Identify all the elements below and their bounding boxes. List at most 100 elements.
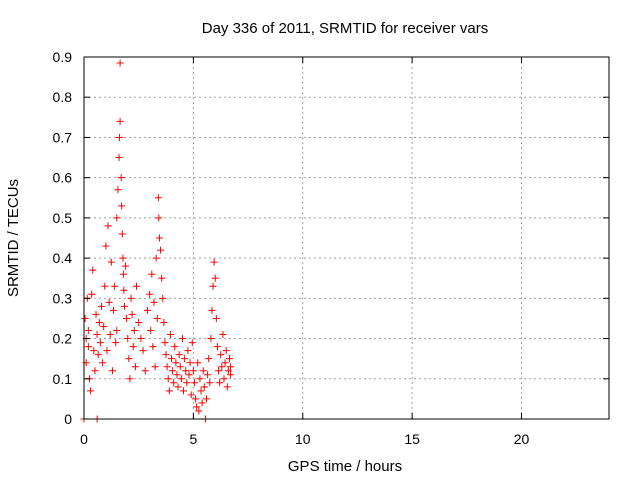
- data-point: [84, 343, 92, 351]
- data-point: [131, 363, 139, 371]
- x-tick-label: 20: [514, 431, 530, 447]
- data-point: [213, 343, 221, 351]
- data-point: [118, 202, 126, 210]
- data-point: [114, 186, 122, 194]
- data-point: [95, 318, 103, 326]
- data-point: [125, 355, 133, 363]
- data-point: [124, 335, 132, 343]
- data-point: [81, 314, 89, 322]
- data-point: [84, 327, 92, 335]
- data-point: [170, 379, 178, 387]
- data-point: [119, 270, 127, 278]
- data-point: [205, 355, 213, 363]
- data-point: [222, 347, 230, 355]
- y-tick-label: 0.8: [53, 89, 73, 105]
- data-point: [106, 331, 114, 339]
- x-tick-label: 5: [189, 431, 197, 447]
- data-point: [127, 294, 135, 302]
- data-point: [152, 254, 160, 262]
- data-point: [161, 339, 169, 347]
- chart-axes: 0 0.1 0.2 0.3 0.4 0.5 0.6 0.7 0.8 0.9 0 5 10 15 20: [53, 49, 609, 447]
- y-tick-label: 0.7: [53, 129, 73, 145]
- data-point: [164, 375, 172, 383]
- data-point: [208, 306, 216, 314]
- data-point: [225, 355, 233, 363]
- x-tick-label: 0: [80, 431, 88, 447]
- data-point: [177, 375, 185, 383]
- data-point: [198, 399, 206, 407]
- data-point: [108, 367, 116, 375]
- data-point: [180, 387, 188, 395]
- data-point: [174, 383, 182, 391]
- data-point: [105, 298, 113, 306]
- data-point: [141, 367, 149, 375]
- data-points: [80, 59, 235, 423]
- data-point: [102, 242, 110, 250]
- data-point: [223, 383, 231, 391]
- data-point: [157, 246, 165, 254]
- data-point: [92, 310, 100, 318]
- data-point: [115, 154, 123, 162]
- data-point: [111, 282, 119, 290]
- data-point: [87, 387, 95, 395]
- data-point: [212, 314, 220, 322]
- data-point: [103, 347, 111, 355]
- data-point: [176, 363, 184, 371]
- data-point: [227, 363, 235, 371]
- data-point: [209, 282, 217, 290]
- data-point: [126, 375, 134, 383]
- data-point: [193, 403, 201, 411]
- data-point: [162, 351, 170, 359]
- data-point: [196, 375, 204, 383]
- data-point: [184, 347, 192, 355]
- data-point: [153, 314, 161, 322]
- data-point: [130, 327, 138, 335]
- data-point: [116, 117, 124, 125]
- data-point: [169, 367, 177, 375]
- data-point: [227, 371, 235, 379]
- data-point: [116, 59, 124, 67]
- data-point: [135, 318, 143, 326]
- data-point: [150, 298, 158, 306]
- data-point: [187, 391, 195, 399]
- data-point: [100, 322, 108, 330]
- data-point: [155, 214, 163, 222]
- data-point: [158, 274, 166, 282]
- data-point: [151, 363, 159, 371]
- data-point: [110, 306, 118, 314]
- data-point: [118, 230, 126, 238]
- plot-frame: [83, 56, 610, 420]
- data-point: [113, 214, 121, 222]
- data-point: [178, 335, 186, 343]
- data-point: [189, 367, 197, 375]
- data-point: [200, 383, 208, 391]
- y-tick-label: 0.1: [53, 371, 73, 387]
- data-point: [204, 371, 212, 379]
- data-point: [207, 335, 215, 343]
- y-tick-label: 0.5: [53, 210, 73, 226]
- data-point: [98, 302, 105, 310]
- data-point: [120, 302, 128, 310]
- data-point: [133, 282, 140, 290]
- data-point: [185, 371, 193, 379]
- x-tick-label: 10: [295, 431, 311, 447]
- data-point: [101, 282, 109, 290]
- data-point: [195, 407, 203, 415]
- data-point: [107, 258, 115, 266]
- data-point: [165, 387, 173, 395]
- data-point: [147, 327, 155, 335]
- data-point: [168, 355, 175, 363]
- data-point: [186, 359, 194, 367]
- data-point: [143, 306, 151, 314]
- data-point: [216, 379, 224, 387]
- data-point: [123, 314, 131, 322]
- data-point: [163, 363, 171, 371]
- data-point: [224, 367, 232, 375]
- data-point: [96, 339, 104, 347]
- y-tick-label: 0.2: [53, 331, 73, 347]
- y-tick-label: 0: [64, 411, 72, 427]
- data-point: [221, 359, 229, 367]
- data-point: [128, 310, 136, 318]
- data-point: [119, 254, 127, 262]
- y-tick-label: 0.9: [53, 49, 73, 65]
